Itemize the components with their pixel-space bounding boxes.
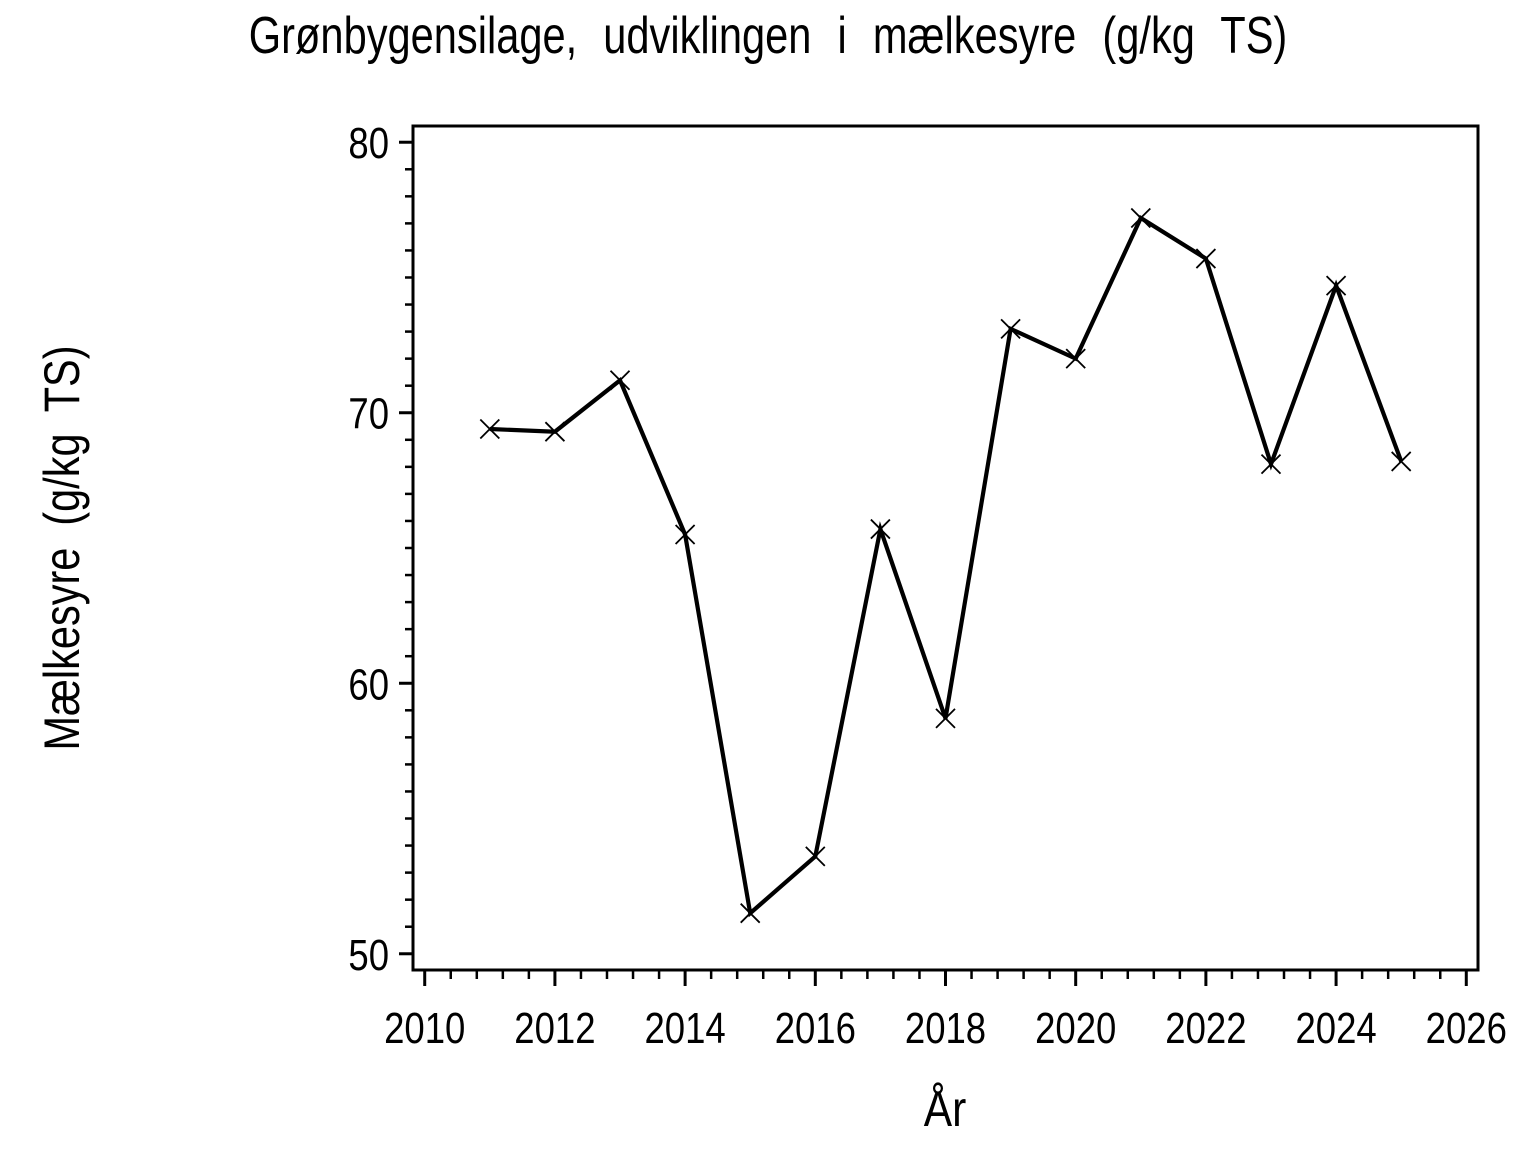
data-line bbox=[489, 214, 1404, 918]
x-tick-label: 2014 bbox=[644, 1003, 725, 1053]
data-point-marker bbox=[674, 524, 696, 545]
x-tick-label: 2022 bbox=[1165, 1003, 1246, 1053]
x-tick-label: 2026 bbox=[1426, 1003, 1507, 1053]
data-point-marker bbox=[935, 708, 956, 729]
y-tick-label: 50 bbox=[348, 930, 389, 980]
x-tick-label: 2010 bbox=[384, 1003, 465, 1053]
data-point-marker bbox=[1260, 454, 1282, 475]
data-point-marker bbox=[1065, 348, 1086, 369]
chart-title-text: Grønbygensilage, udviklingen i mælkesyre… bbox=[248, 7, 1288, 65]
plot-frame bbox=[411, 124, 1480, 972]
data-point-marker bbox=[479, 418, 500, 440]
x-tick-label: 2012 bbox=[514, 1003, 595, 1053]
data-point-marker bbox=[1000, 318, 1021, 340]
x-tick-label: 2020 bbox=[1035, 1003, 1116, 1053]
data-point-marker bbox=[544, 421, 566, 442]
x-tick-label: 2024 bbox=[1295, 1003, 1376, 1053]
y-tick-label: 60 bbox=[348, 659, 389, 709]
data-point-marker bbox=[609, 370, 631, 391]
x-tick-label: 2016 bbox=[775, 1003, 856, 1053]
chart-title: Grønbygensilage, udviklingen i mælkesyre… bbox=[0, 6, 1536, 66]
x-axis-title: År bbox=[923, 1081, 967, 1137]
data-point-marker bbox=[870, 518, 891, 540]
data-point-marker bbox=[1195, 248, 1217, 269]
data-point-marker bbox=[1391, 451, 1412, 472]
y-tick-label: 80 bbox=[348, 118, 389, 168]
data-point-marker bbox=[1130, 207, 1151, 229]
data-point-marker bbox=[1325, 275, 1347, 296]
x-tick-label: 2018 bbox=[905, 1003, 986, 1053]
data-point-marker bbox=[740, 903, 761, 924]
y-tick-label: 70 bbox=[348, 388, 389, 438]
data-point-marker bbox=[805, 846, 826, 867]
